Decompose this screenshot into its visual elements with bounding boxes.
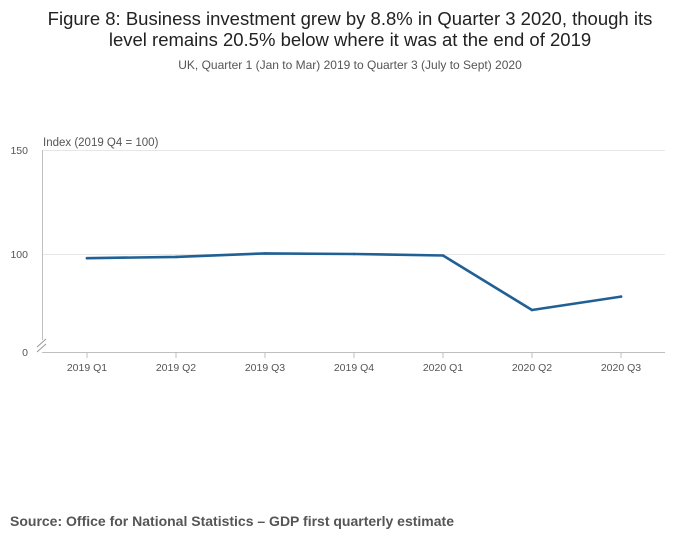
- chart-subtitle: UK, Quarter 1 (Jan to Mar) 2019 to Quart…: [178, 58, 522, 72]
- source-note: Source: Office for National Statistics –…: [10, 513, 454, 529]
- y-axis-title: Index (2019 Q4 = 100): [43, 137, 159, 149]
- data-point: [619, 295, 623, 298]
- chart-title-line-1: Figure 8: Business investment grew by 8.…: [47, 8, 653, 29]
- data-point: [441, 254, 445, 257]
- data-point: [530, 308, 534, 312]
- x-axis-ticks: 2019 Q1 2019 Q2 2019 Q3 2019 Q4 2020 Q1 2020 …: [67, 352, 641, 374]
- series-group: [85, 252, 623, 312]
- y-tick-label-100: 100: [10, 249, 28, 261]
- axis-break-icon: [36, 338, 47, 353]
- x-tick-label: 2019 Q2: [156, 362, 196, 374]
- x-tick-label: 2019 Q1: [67, 362, 107, 374]
- series-line: [85, 252, 623, 312]
- x-tick-label: 2019 Q3: [245, 362, 285, 374]
- x-tick-label: 2019 Q4: [334, 362, 374, 374]
- x-tick-label: 2020 Q1: [423, 362, 463, 374]
- chart-title-line-2: level remains 20.5% below where it was a…: [108, 29, 592, 50]
- data-point: [352, 252, 356, 256]
- data-point: [263, 252, 267, 255]
- data-point: [174, 255, 178, 259]
- chart-title: Figure 8: Business investment grew by 8.…: [0, 8, 700, 50]
- y-tick-label-0: 0: [22, 347, 28, 359]
- y-tick-label-150: 150: [10, 145, 28, 157]
- x-tick-label: 2020 Q2: [512, 362, 552, 374]
- x-tick-label: 2020 Q3: [601, 362, 641, 374]
- data-point: [85, 256, 89, 260]
